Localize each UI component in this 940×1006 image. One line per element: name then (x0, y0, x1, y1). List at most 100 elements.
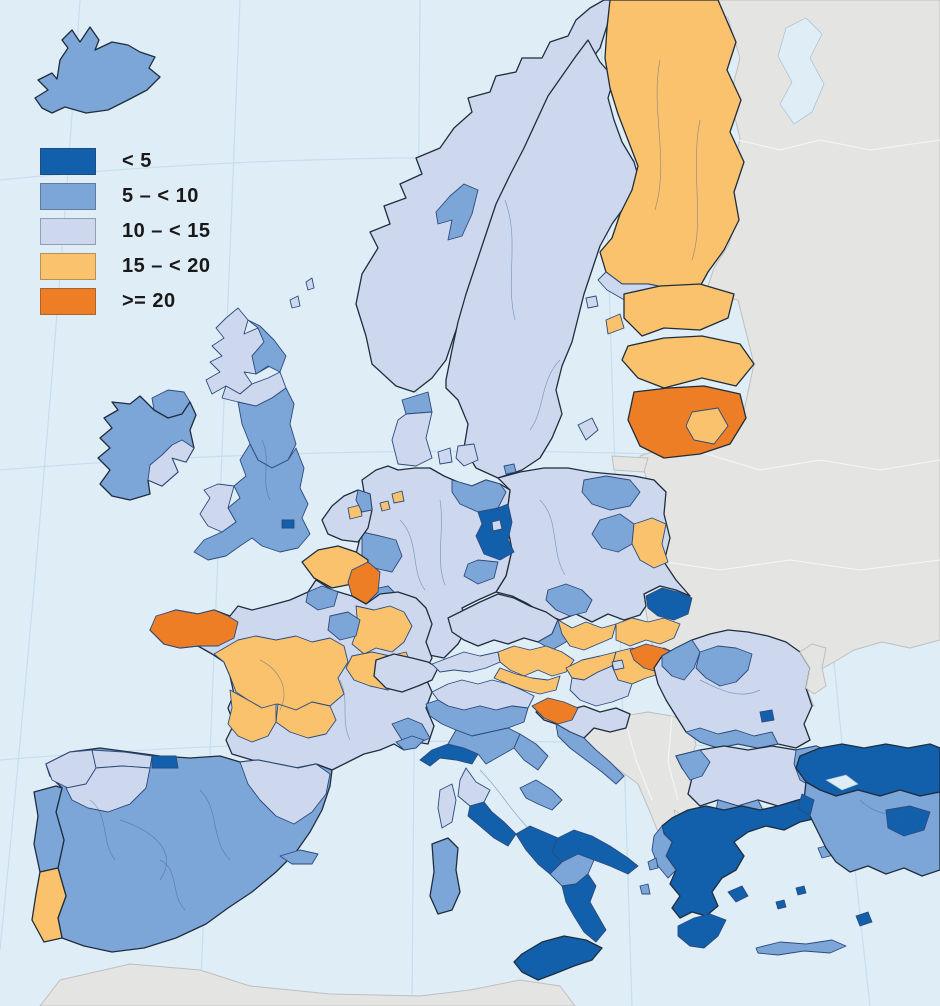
region-poland (495, 467, 691, 623)
region-norway-trondelag (435, 183, 479, 241)
region-slovenia (531, 697, 579, 725)
region-italy-liguria (419, 743, 479, 767)
region-saaremaa (605, 313, 625, 335)
region-italy-marche (513, 733, 549, 771)
region-spain-aragon-catalonia (239, 759, 331, 825)
regions-layer (31, 0, 940, 1006)
region-denmark-zealand (455, 443, 479, 467)
region-aland (585, 295, 599, 309)
region-denmark-funen (437, 447, 453, 465)
region-france-iledefrance (327, 611, 361, 641)
region-spain-cantabria (151, 755, 179, 769)
region-greece-attica (727, 885, 749, 903)
region-scotland-east (247, 319, 287, 375)
region-estonia (623, 283, 735, 337)
region-italy-po-valley (425, 699, 529, 737)
legend-label: 15 – < 20 (122, 255, 211, 277)
region-bulgaria-northwest (675, 749, 711, 781)
region-ionian-islands (639, 857, 659, 895)
region-belgium-luxembourg (347, 561, 381, 605)
region-moldova (799, 643, 827, 695)
legend-item: < 5 (40, 148, 210, 175)
region-iceland (34, 26, 161, 114)
region-germany-hamburg (391, 490, 405, 504)
map-legend: < 5 5 – < 10 10 – < 15 15 – < 20 >= 20 (40, 148, 210, 323)
region-scotland-isles (289, 277, 315, 309)
region-romania-center (695, 645, 753, 687)
region-bucharest (759, 709, 775, 723)
region-poland-southeast (645, 587, 693, 621)
region-germany-saxony (463, 559, 499, 585)
non-eu-internal-borders (623, 139, 940, 801)
region-budapest (611, 659, 625, 671)
region-france-auvergne (275, 701, 337, 739)
region-france-aquitaine (227, 689, 277, 743)
legend-item: 10 – < 15 (40, 218, 210, 245)
region-austria-south (493, 667, 561, 695)
region-turkey-gallipoli (797, 793, 815, 817)
legend-item: 15 – < 20 (40, 253, 210, 280)
region-italy-umbria (457, 767, 491, 807)
region-poland-mazovia (591, 513, 635, 553)
region-latvia (621, 335, 755, 389)
region-hungary-south (569, 665, 633, 707)
region-balearic-islands (279, 849, 319, 865)
region-slovakia-west (557, 619, 617, 651)
legend-item: >= 20 (40, 288, 210, 315)
region-ireland-southeast (147, 439, 195, 487)
region-croatia-coast (555, 723, 625, 785)
region-sea-of-marmara (825, 774, 859, 791)
region-germany-brandenburg (475, 503, 515, 561)
region-corsica (437, 783, 457, 829)
region-greece (661, 795, 827, 919)
legend-label: 5 – < 10 (122, 185, 199, 207)
legend-swatch (40, 183, 96, 210)
region-italy-abruzzo (519, 779, 563, 811)
region-austria-east (497, 645, 575, 677)
region-italy-sardinia (429, 837, 461, 915)
region-london (281, 519, 295, 529)
legend-swatch (40, 288, 96, 315)
region-netherlands-northeast (355, 489, 373, 513)
region-germany-mecklenburg (451, 479, 507, 513)
region-aegean-islands (775, 885, 873, 927)
region-greece-epirus (651, 825, 677, 879)
legend-swatch (40, 218, 96, 245)
region-slovakia-east (615, 617, 681, 647)
legend-label: < 5 (122, 150, 152, 172)
region-france-cote-azur (395, 735, 425, 751)
region-portugal-south (31, 867, 67, 943)
legend-swatch (40, 148, 96, 175)
region-poland-warmia (581, 475, 641, 511)
region-poland-silesia (545, 583, 593, 617)
legend-item: 5 – < 10 (40, 183, 210, 210)
region-netherlands-flevoland (347, 504, 363, 520)
region-crete (755, 939, 847, 956)
region-turkey-west (803, 781, 940, 877)
region-wales (199, 483, 237, 533)
region-france-brittany (149, 609, 239, 649)
region-white-sea (777, 17, 825, 125)
region-greece-peloponnese (677, 913, 727, 949)
region-italy-lazio (467, 801, 517, 847)
region-kaliningrad (611, 455, 649, 473)
region-poland-podlaskie (631, 517, 669, 569)
region-north-africa (39, 963, 576, 1006)
legend-swatch (40, 253, 96, 280)
region-switzerland (373, 653, 439, 693)
region-germany-berlin (491, 519, 503, 532)
region-bornholm (503, 463, 517, 475)
region-france-nord (305, 585, 339, 611)
region-lithuania-vilnius (685, 407, 729, 445)
region-england (193, 443, 311, 561)
region-texture-lines (89, 59, 921, 911)
legend-label: >= 20 (122, 290, 176, 312)
region-romania-west (661, 639, 701, 681)
region-gotland (577, 417, 599, 441)
region-germany-bremen (379, 500, 391, 512)
region-denmark-jutland (391, 411, 433, 467)
region-italy-sicily (513, 935, 603, 981)
region-portugal-north (33, 785, 65, 873)
